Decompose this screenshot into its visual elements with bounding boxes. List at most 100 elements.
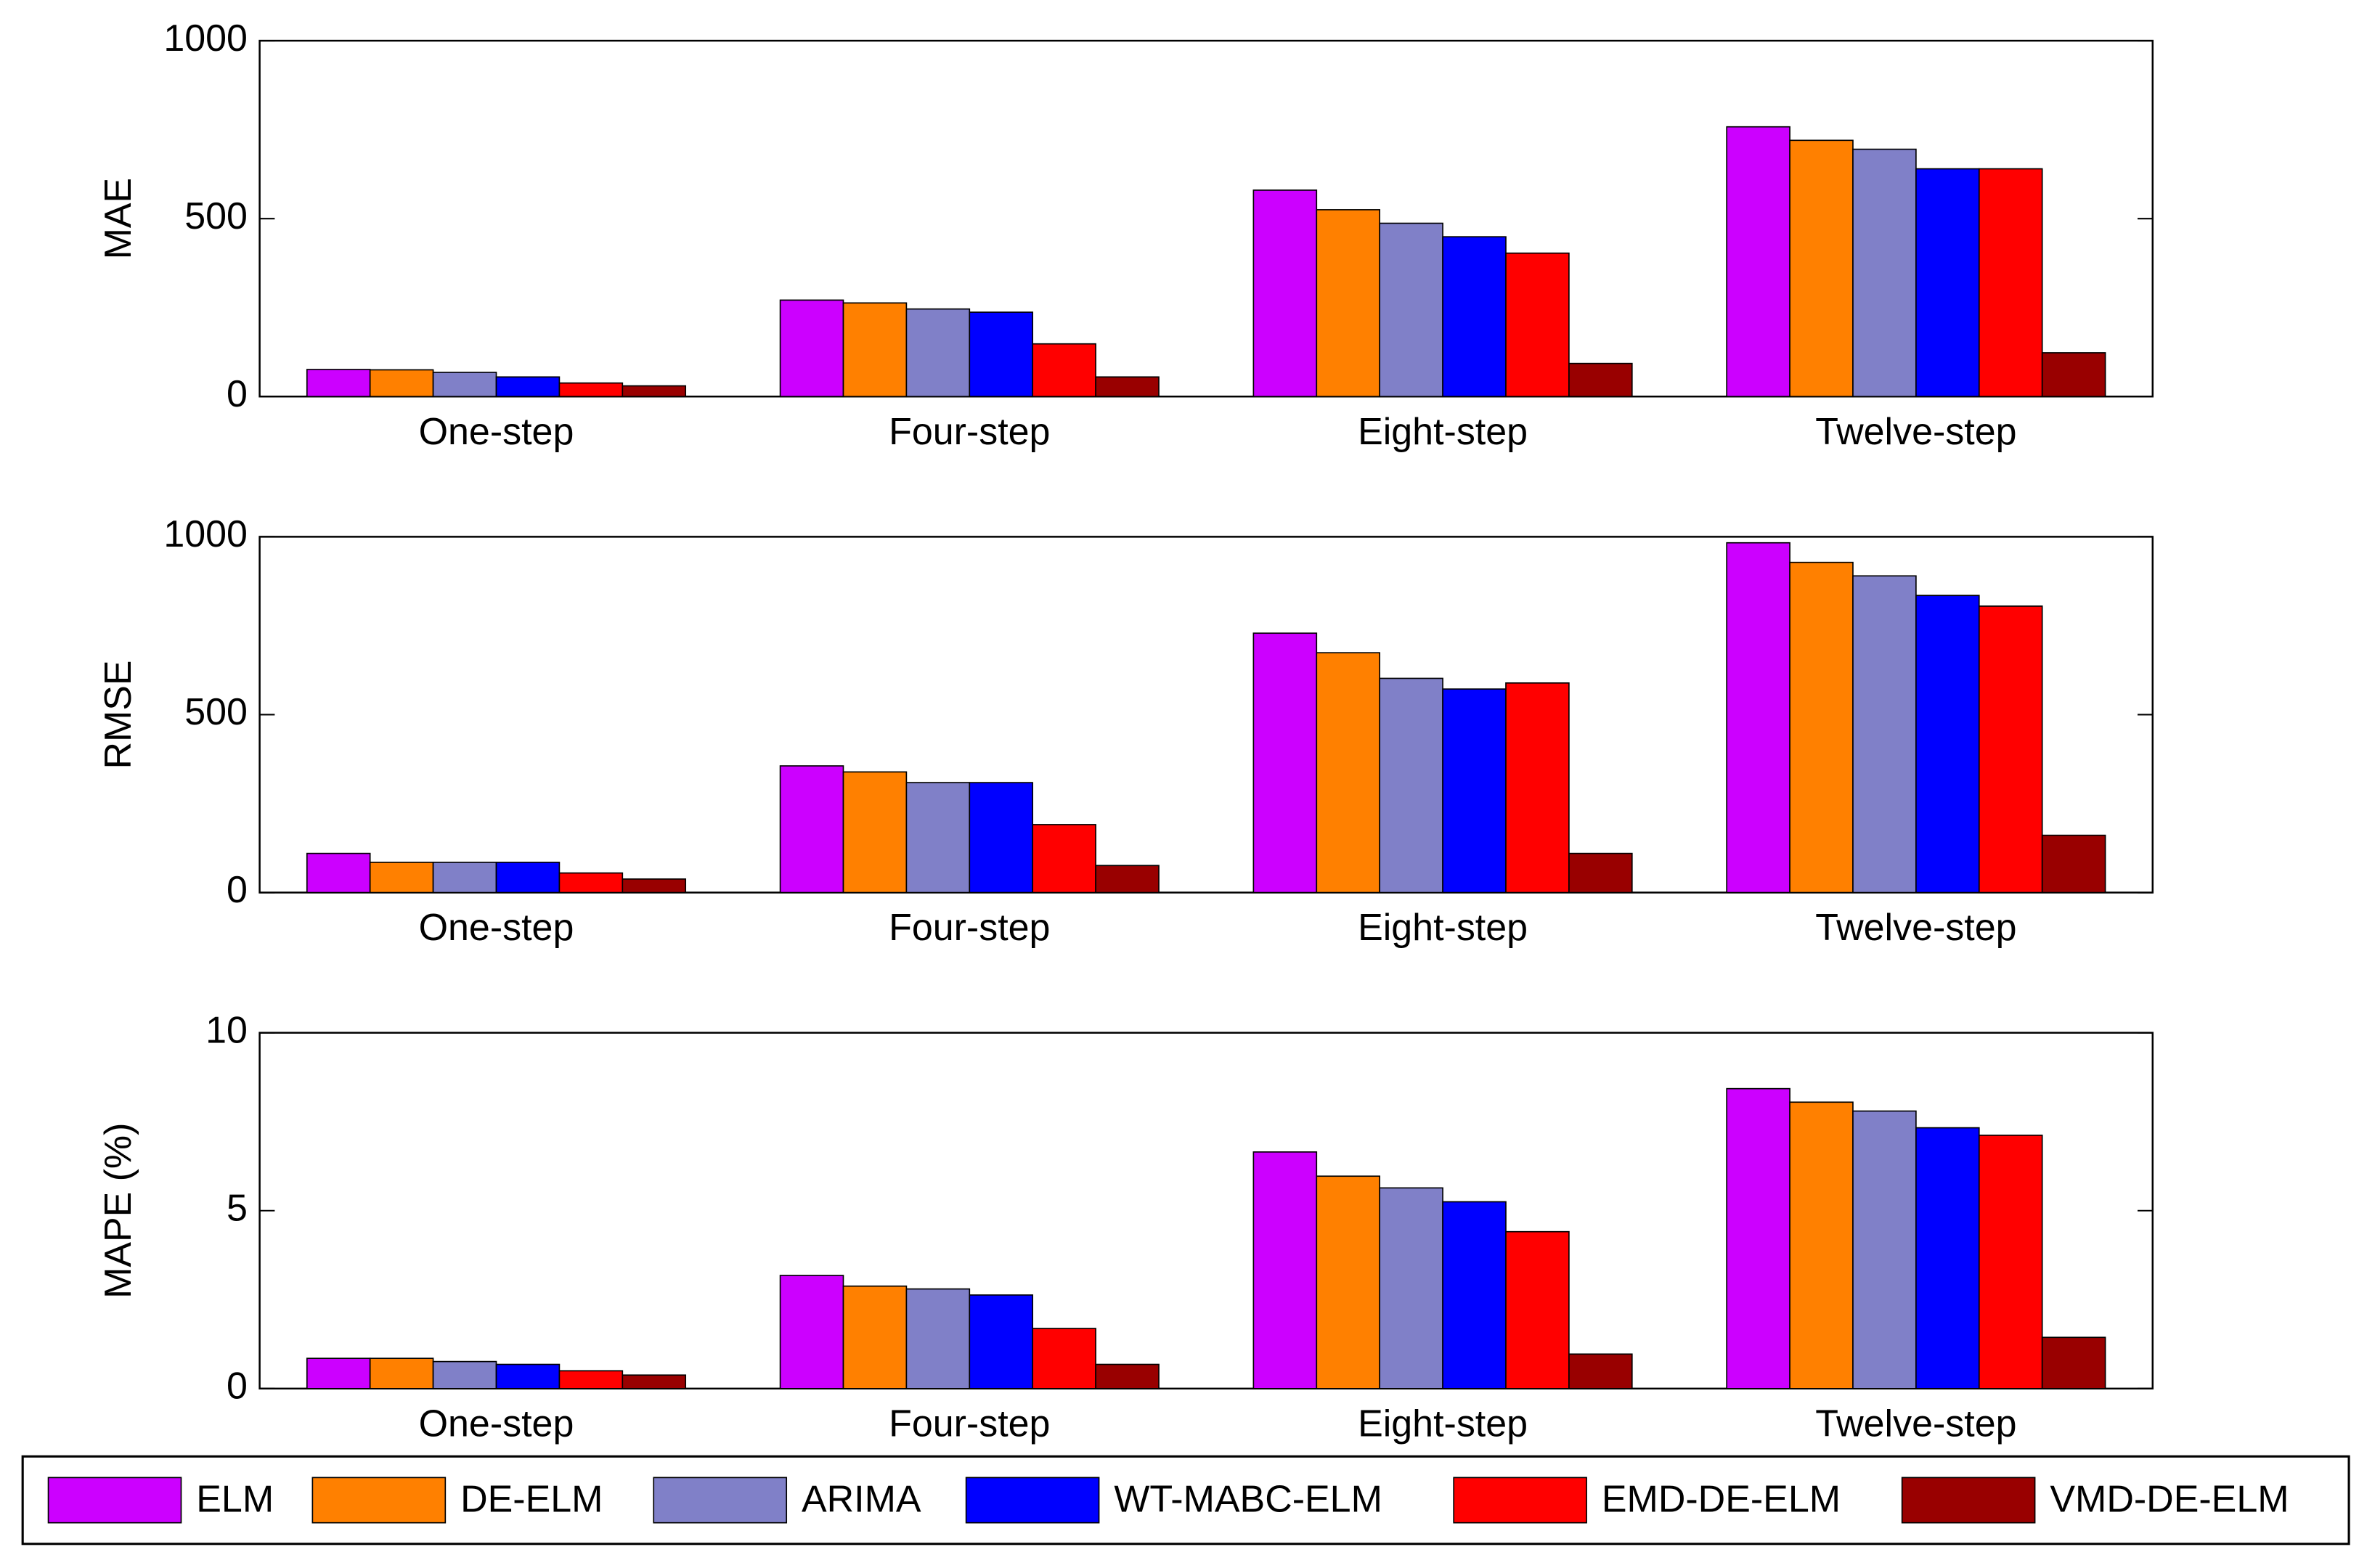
- bar: [432, 372, 497, 398]
- x-tick-label: Four-step: [889, 907, 1050, 949]
- legend-label: EMD-DE-ELM: [1602, 1478, 1841, 1520]
- x-tick-label: One-step: [419, 907, 574, 949]
- y-tick-label: 10: [205, 1009, 248, 1051]
- bar: [1726, 1087, 1790, 1389]
- bar: [905, 782, 971, 894]
- y-tick-label: 5: [227, 1188, 248, 1230]
- bar: [1252, 1151, 1318, 1389]
- legend-label: DE-ELM: [460, 1478, 603, 1520]
- bar: [1789, 561, 1854, 894]
- bar: [1252, 189, 1318, 398]
- bar: [1095, 1363, 1160, 1389]
- bar: [1442, 688, 1507, 894]
- legend-swatch: [47, 1477, 182, 1524]
- y-tick-label: 500: [184, 691, 248, 733]
- bar: [1316, 652, 1381, 894]
- bar: [1442, 236, 1507, 398]
- bar: [1316, 209, 1381, 398]
- x-tick-label: One-step: [419, 1403, 574, 1445]
- x-tick-label: Eight-step: [1358, 907, 1528, 949]
- bar: [1505, 1230, 1570, 1389]
- bar: [1379, 677, 1443, 894]
- bar: [1568, 852, 1633, 894]
- bar: [1568, 1353, 1633, 1389]
- bar: [1095, 865, 1160, 894]
- bar: [1505, 682, 1570, 894]
- bar: [1032, 1328, 1096, 1389]
- x-tick-label: Four-step: [889, 411, 1050, 453]
- legend-swatch: [1901, 1477, 2036, 1524]
- bar: [779, 299, 844, 398]
- bar: [495, 862, 561, 894]
- x-tick-label: Twelve-step: [1815, 411, 2016, 453]
- bar: [1852, 148, 1917, 398]
- bar: [842, 771, 908, 894]
- y-tick-label: 1000: [163, 17, 248, 60]
- bar: [1032, 824, 1096, 894]
- bar: [1316, 1175, 1381, 1389]
- bar: [432, 1360, 497, 1389]
- bar: [1032, 343, 1096, 398]
- bar: [495, 376, 561, 398]
- bar: [779, 1275, 844, 1389]
- bar: [1852, 575, 1917, 894]
- bar: [306, 852, 371, 894]
- bar: [1915, 595, 1980, 894]
- bar: [1915, 1127, 1980, 1389]
- bar: [1095, 376, 1160, 398]
- bar: [2041, 352, 2106, 398]
- bar: [558, 382, 624, 398]
- y-tick-label: 1000: [163, 513, 248, 555]
- y-axis-label: RMSE: [97, 660, 139, 769]
- bar: [1379, 1187, 1443, 1389]
- x-tick-label: Twelve-step: [1815, 1403, 2016, 1445]
- legend-swatch: [965, 1477, 1100, 1524]
- bar: [558, 1370, 624, 1389]
- bar: [306, 1357, 371, 1389]
- legend-swatch: [311, 1477, 447, 1524]
- bar: [1379, 222, 1443, 398]
- bar: [1852, 1110, 1917, 1389]
- bar: [1789, 1101, 1854, 1389]
- legend-label: WT-MABC-ELM: [1114, 1478, 1382, 1520]
- legend-label: VMD-DE-ELM: [2050, 1478, 2289, 1520]
- bar: [622, 385, 687, 398]
- y-axis-label: MAE: [97, 178, 139, 260]
- bar: [369, 1357, 434, 1389]
- legend-swatch: [653, 1477, 788, 1524]
- bar: [1726, 126, 1790, 398]
- x-tick-label: Eight-step: [1358, 411, 1528, 453]
- legend-label: ELM: [196, 1478, 274, 1520]
- legend-label: ARIMA: [802, 1478, 921, 1520]
- bar: [1789, 139, 1854, 398]
- bar: [969, 782, 1034, 894]
- x-tick-label: Eight-step: [1358, 1403, 1528, 1445]
- x-tick-label: One-step: [419, 411, 574, 453]
- bar: [2041, 834, 2106, 894]
- legend-swatch: [1453, 1477, 1587, 1524]
- y-tick-label: 500: [184, 195, 248, 237]
- bar: [842, 1285, 908, 1389]
- bar: [495, 1363, 561, 1389]
- bar: [1442, 1201, 1507, 1389]
- bar: [1978, 605, 2043, 894]
- bar: [779, 765, 844, 894]
- bar: [622, 1374, 687, 1389]
- bar: [1915, 168, 1980, 398]
- y-tick-label: 0: [227, 869, 248, 911]
- bar: [1568, 362, 1633, 398]
- bar: [842, 302, 908, 398]
- x-tick-label: Twelve-step: [1815, 907, 2016, 949]
- bar: [2041, 1336, 2106, 1389]
- bar: [1726, 542, 1790, 894]
- bar: [905, 1288, 971, 1389]
- y-tick-label: 0: [227, 373, 248, 415]
- bar: [1505, 252, 1570, 398]
- bar: [558, 872, 624, 894]
- y-axis-label: MAPE (%): [97, 1123, 139, 1299]
- bar: [1252, 632, 1318, 894]
- bar: [1978, 168, 2043, 398]
- bar: [969, 1294, 1034, 1389]
- y-tick-label: 0: [227, 1365, 248, 1408]
